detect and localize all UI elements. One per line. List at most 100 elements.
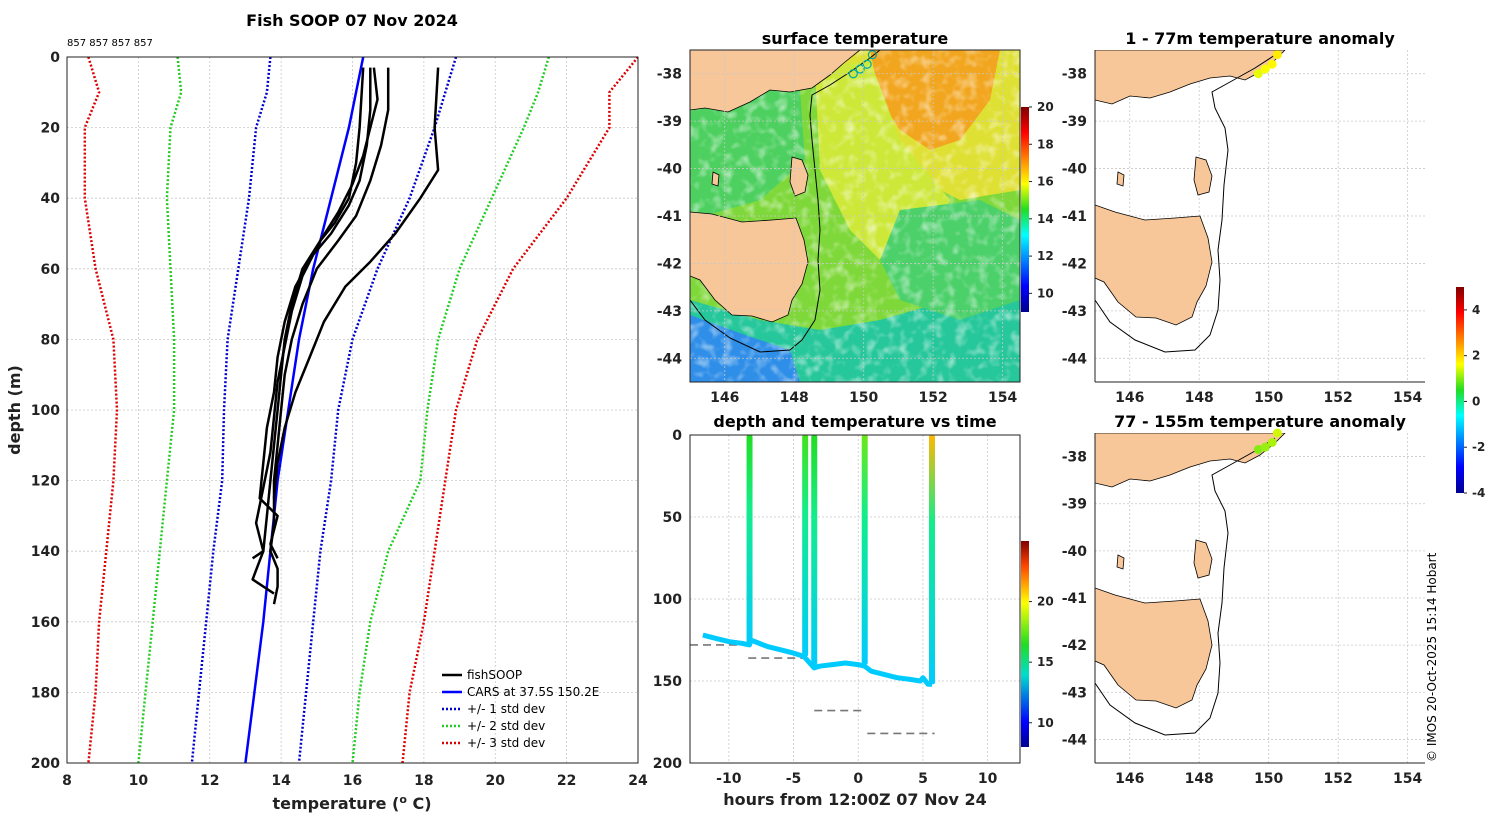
sst-title: surface temperature	[762, 29, 949, 48]
anomaly-map-deep: 77 - 155m temperature anomaly 146 148 150 1…	[1062, 287, 1485, 787]
depth-time-chart: depth and temperature vs time -10 -5 0 5 10 …	[653, 412, 1054, 809]
anom2-points	[1253, 428, 1282, 454]
anom1-grid	[1095, 50, 1425, 382]
ts-y-ticks: 0 50 100 150 200	[653, 428, 682, 772]
anom-colorbar-ticks: 4 2 0 -2 -4	[1464, 303, 1485, 500]
ts-colorbar-ticks: 10 15 20	[1029, 595, 1054, 730]
ts-grid	[690, 434, 1020, 764]
sst-y-ticks: -38 -39 -40 -41 -42 -43 -44	[657, 67, 683, 368]
anom2-land-kingisland	[1116, 554, 1125, 570]
sst-ytick: -39	[657, 114, 682, 130]
anom2-ytick: -44	[1062, 732, 1088, 748]
std1-line	[190, 57, 272, 763]
profile-x-ticks: 8 10 12 14 16 18 20 22 24	[62, 773, 648, 789]
anom-colorbar	[1456, 287, 1464, 493]
anom1-land	[1095, 50, 1286, 353]
anom2-ytick: -39	[1062, 497, 1087, 513]
profile-frame	[66, 56, 639, 764]
anom1-ytick: -39	[1062, 114, 1087, 130]
profile-ytick: 100	[31, 403, 60, 419]
anomaly-map-shallow: 1 - 77m temperature anomaly 146 148 150 152…	[1062, 29, 1425, 406]
sst-ytick: -43	[657, 304, 682, 320]
ts-ytick: 0	[672, 428, 682, 444]
legend-label-fishsoop: fishSOOP	[467, 668, 522, 682]
ts-xtick: 0	[853, 771, 863, 787]
anom-cbtick: -2	[1472, 440, 1485, 454]
sst-field	[690, 50, 1020, 382]
sst-land-mainland	[690, 50, 861, 113]
anom2-point	[1260, 442, 1270, 452]
ts-profile-cast	[929, 435, 935, 685]
anom2-land	[1095, 433, 1286, 736]
fishsoop-profile-line	[269, 67, 390, 605]
anom1-shelf-contour	[1095, 54, 1276, 353]
anom1-ytick: -42	[1062, 256, 1087, 272]
ts-colorbar	[1021, 541, 1029, 747]
anom1-ytick: -43	[1062, 304, 1087, 320]
profile-xtick: 12	[200, 773, 219, 789]
anom1-xtick: 154	[1393, 390, 1422, 406]
anom1-title: 1 - 77m temperature anomaly	[1125, 29, 1395, 48]
ts-xtick: 10	[978, 771, 998, 787]
anom1-y-ticks: -38 -39 -40 -41 -42 -43 -44	[1062, 67, 1088, 368]
anom-cbtick: 2	[1472, 349, 1480, 363]
profile-ytick: 60	[41, 262, 61, 278]
sst-track-point	[867, 50, 877, 60]
sst-track-point	[855, 64, 865, 74]
sst-cbtick: 10	[1037, 286, 1054, 300]
profile-xtick: 20	[486, 773, 506, 789]
profile-ytick: 200	[31, 756, 60, 772]
anom2-ytick: -42	[1062, 638, 1087, 654]
anom1-ytick: -41	[1062, 209, 1087, 225]
sst-x-ticks: 146 148 150 152 154	[710, 390, 1017, 406]
ts-frame	[689, 434, 1021, 764]
profile-ytick: 120	[31, 474, 60, 490]
sst-ytick: -38	[657, 67, 682, 83]
fishsoop-profile-line	[258, 67, 372, 559]
anom1-xtick: 146	[1115, 390, 1144, 406]
profile-chart: Fish SOOP 07 Nov 2024 857 857 857 857 8 1…	[5, 11, 648, 813]
ts-xtick: -5	[786, 771, 802, 787]
anom2-xtick: 148	[1185, 771, 1214, 787]
ts-cbtick: 20	[1037, 595, 1054, 609]
profile-legend: fishSOOP CARS at 37.5S 150.2E +/- 1 std …	[442, 668, 599, 750]
sst-frame	[689, 49, 1021, 383]
ts-bottom-track	[702, 632, 932, 687]
profile-xtick: 16	[343, 773, 362, 789]
std1-line	[297, 57, 458, 763]
ts-title: depth and temperature vs time	[713, 412, 996, 431]
sst-ytick: -44	[657, 351, 683, 367]
anom2-xtick: 146	[1115, 771, 1144, 787]
fishsoop-profile-line	[272, 67, 440, 499]
anom2-point	[1253, 445, 1263, 454]
anom2-land-flinders	[1193, 539, 1213, 579]
anom1-xtick: 152	[1324, 390, 1353, 406]
sst-map: surface temperature 146 148 150 152 154 -38 -…	[657, 29, 1054, 406]
sst-ytick: -42	[657, 256, 682, 272]
anom-cbtick: 0	[1472, 394, 1480, 408]
anom2-ytick: -38	[1062, 450, 1087, 466]
anom2-land-mainland	[1095, 433, 1286, 488]
profile-xlabel-sup: o	[399, 793, 407, 806]
sst-track-point	[848, 69, 858, 79]
std2-line	[351, 57, 550, 763]
legend-label-std3: +/- 3 std dev	[467, 736, 545, 750]
std3-line	[83, 57, 119, 763]
anom1-land-tasmania	[1095, 204, 1213, 326]
profile-lines	[83, 57, 638, 763]
sst-land-kingisland	[711, 171, 720, 187]
anom2-xtick: 152	[1324, 771, 1353, 787]
profile-ytick: 80	[41, 332, 61, 348]
anom2-xtick: 150	[1254, 771, 1283, 787]
profile-xlabel-main: temperature (	[272, 794, 399, 813]
sst-xtick: 154	[988, 390, 1017, 406]
ts-ytick: 200	[653, 756, 682, 772]
profile-xtick: 18	[414, 773, 433, 789]
fishsoop-profile-line	[251, 67, 379, 595]
profile-subtitle: 857 857 857 857	[67, 38, 153, 49]
anom2-grid	[1095, 433, 1425, 763]
ts-profile-cast	[811, 435, 818, 668]
sst-track-point	[862, 59, 872, 69]
ts-xtick: 5	[918, 771, 928, 787]
